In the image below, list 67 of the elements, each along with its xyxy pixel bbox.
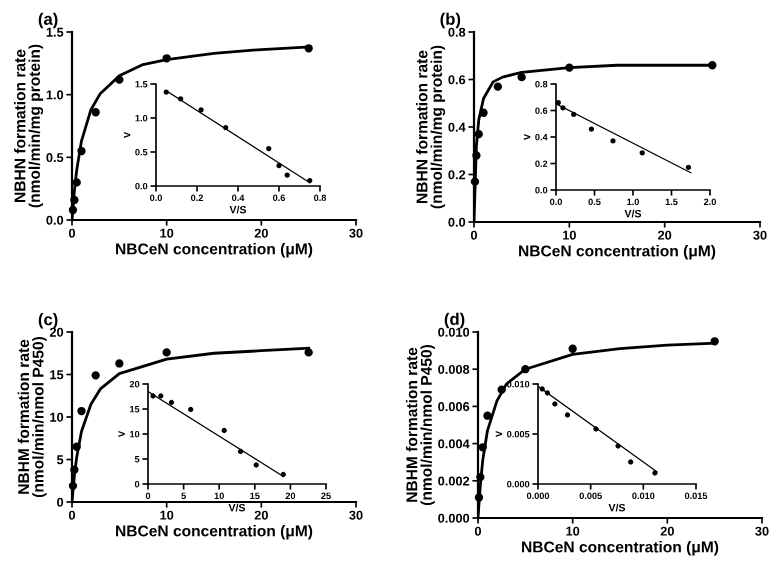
- point: [307, 177, 313, 184]
- point: [115, 75, 124, 84]
- chart-title: (b): [440, 12, 461, 29]
- point: [560, 105, 566, 111]
- point: [521, 365, 530, 374]
- point: [710, 337, 719, 346]
- point: [476, 472, 485, 482]
- point: [237, 448, 244, 455]
- chart-title: (a): [38, 12, 58, 29]
- point: [472, 151, 481, 160]
- point: [593, 426, 599, 432]
- point: [708, 61, 717, 70]
- point: [304, 44, 313, 53]
- point: [497, 385, 506, 394]
- point: [280, 471, 286, 478]
- point: [68, 481, 78, 491]
- point: [253, 462, 259, 468]
- point: [223, 124, 229, 131]
- point: [474, 493, 484, 502]
- point: [70, 195, 79, 205]
- point: [198, 107, 204, 113]
- point: [628, 459, 634, 465]
- point: [91, 108, 100, 117]
- point: [68, 205, 78, 215]
- point: [552, 401, 558, 407]
- point: [304, 348, 313, 357]
- point: [478, 443, 487, 452]
- point: [571, 111, 577, 118]
- point: [568, 344, 577, 353]
- point: [483, 411, 492, 420]
- point: [150, 393, 156, 399]
- point: [474, 129, 483, 139]
- point: [72, 178, 81, 187]
- point: [493, 82, 502, 91]
- point: [588, 126, 595, 132]
- point: [188, 406, 194, 413]
- point: [70, 465, 79, 474]
- point: [72, 442, 81, 451]
- point: [615, 443, 621, 449]
- point: [162, 54, 171, 63]
- point: [479, 108, 488, 117]
- point: [564, 412, 571, 418]
- point: [639, 150, 645, 156]
- point: [77, 146, 86, 156]
- point: [91, 371, 100, 380]
- point: [610, 138, 616, 144]
- point: [555, 99, 561, 106]
- point: [284, 172, 290, 178]
- point: [266, 145, 272, 152]
- point: [544, 390, 551, 396]
- point: [177, 96, 184, 102]
- chart-title: (d): [444, 312, 465, 329]
- point: [163, 89, 169, 95]
- point: [158, 393, 164, 399]
- point: [276, 162, 282, 169]
- chart-title: (c): [38, 313, 58, 329]
- point: [539, 386, 545, 392]
- point: [162, 348, 171, 357]
- point: [652, 470, 658, 476]
- point: [221, 427, 227, 434]
- point: [517, 72, 526, 82]
- point: [115, 359, 124, 368]
- point: [77, 406, 86, 416]
- point: [565, 63, 574, 72]
- point: [168, 399, 175, 406]
- point: [685, 164, 692, 171]
- point: [470, 177, 480, 186]
